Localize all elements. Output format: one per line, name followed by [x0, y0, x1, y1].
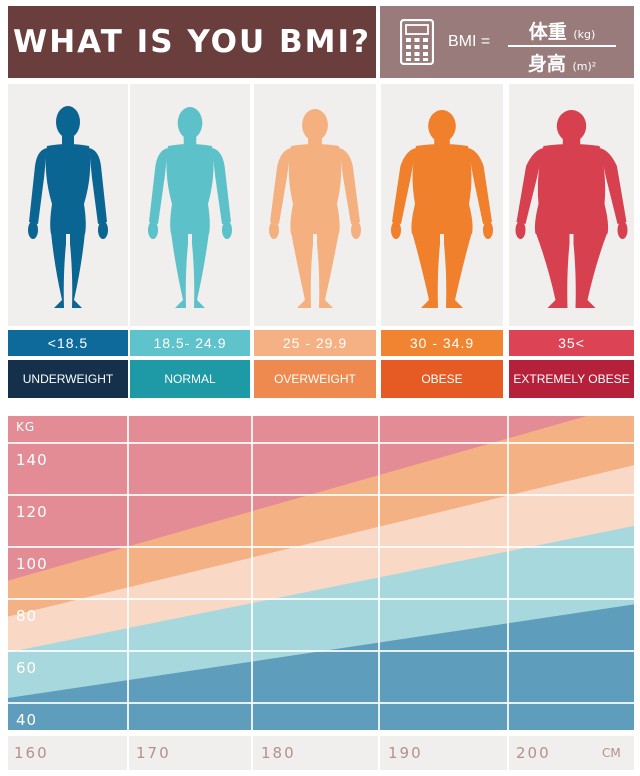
- chart-gridline-vertical: [251, 416, 253, 730]
- bmi-range-badge: 35<: [509, 330, 634, 356]
- bmi-category-label: OBESE: [381, 360, 503, 398]
- x-tick-label: 170: [136, 744, 171, 762]
- bmi-category-label: OVERWEIGHT: [254, 360, 376, 398]
- x-tick-label: 160: [14, 744, 49, 762]
- bmi-category-label: UNDERWEIGHT: [8, 360, 128, 398]
- bmi-category-label: NORMAL: [130, 360, 250, 398]
- bmi-range-badge: 25 - 29.9: [254, 330, 376, 356]
- bmi-formula-box: BMI = 体重 (kg) 身高 (m)²: [380, 6, 634, 78]
- chart-gridline-vertical: [378, 416, 380, 730]
- formula-numerator-unit: (kg): [573, 28, 596, 41]
- category-figure-panel: [254, 84, 376, 326]
- header-title-bar: WHAT IS YOU BMI?: [8, 6, 376, 78]
- x-tick-label: 180: [261, 744, 296, 762]
- chart-gridline-horizontal: [8, 546, 634, 548]
- bmi-range-badge: <18.5: [8, 330, 128, 356]
- human-silhouette-icon: [391, 110, 493, 308]
- category-figure-panel: [509, 84, 634, 326]
- x-axis-divider: [378, 736, 380, 770]
- bmi-category-label: EXTREMELY OBESE: [509, 360, 634, 398]
- chart-gridline-horizontal: [8, 650, 634, 652]
- formula-denominator-unit: (m)²: [572, 60, 597, 73]
- chart-gridline-vertical: [507, 416, 509, 730]
- formula-numerator: 体重 (kg): [508, 17, 616, 44]
- formula-fraction-line: [508, 45, 616, 47]
- formula-bmi-label: BMI =: [448, 33, 491, 50]
- x-tick-label: 200: [516, 744, 551, 762]
- x-tick-label: 190: [388, 744, 423, 762]
- x-axis-divider: [251, 736, 253, 770]
- human-silhouette-icon: [28, 106, 108, 308]
- chart-gridline-horizontal: [8, 442, 634, 444]
- calculator-icon: [400, 19, 434, 65]
- human-silhouette-icon: [515, 110, 628, 308]
- y-tick-label: 40: [16, 711, 38, 729]
- x-axis-strip: [8, 736, 634, 770]
- chart-gridline-horizontal: [8, 598, 634, 600]
- bmi-range-badge: 30 - 34.9: [381, 330, 503, 356]
- page-title: WHAT IS YOU BMI?: [13, 24, 371, 60]
- bmi-range-badge: 18.5- 24.9: [130, 330, 250, 356]
- bmi-band-underweight: [8, 604, 634, 730]
- chart-gridline-horizontal: [8, 494, 634, 496]
- y-tick-label: 120: [16, 503, 48, 521]
- bmi-height-weight-chart: [8, 416, 634, 730]
- formula-denominator: 身高 (m)²: [508, 49, 616, 76]
- chart-gridline-horizontal: [8, 702, 634, 704]
- x-axis-divider: [127, 736, 129, 770]
- y-tick-label: 140: [16, 451, 48, 469]
- y-tick-label: 100: [16, 555, 48, 573]
- x-axis-divider: [507, 736, 509, 770]
- category-figure-panel: [130, 84, 250, 326]
- x-axis-unit-label: CM: [602, 746, 621, 760]
- human-silhouette-icon: [148, 107, 232, 308]
- category-figure-panel: [8, 84, 128, 326]
- formula-numerator-text: 体重: [528, 21, 567, 43]
- y-axis-unit-label: KG: [16, 420, 36, 434]
- category-figure-panel: [381, 84, 503, 326]
- y-tick-label: 60: [16, 659, 38, 677]
- y-tick-label: 80: [16, 607, 38, 625]
- chart-gridline-vertical: [127, 416, 129, 730]
- formula-denominator-text: 身高: [527, 53, 566, 75]
- human-silhouette-icon: [269, 109, 361, 308]
